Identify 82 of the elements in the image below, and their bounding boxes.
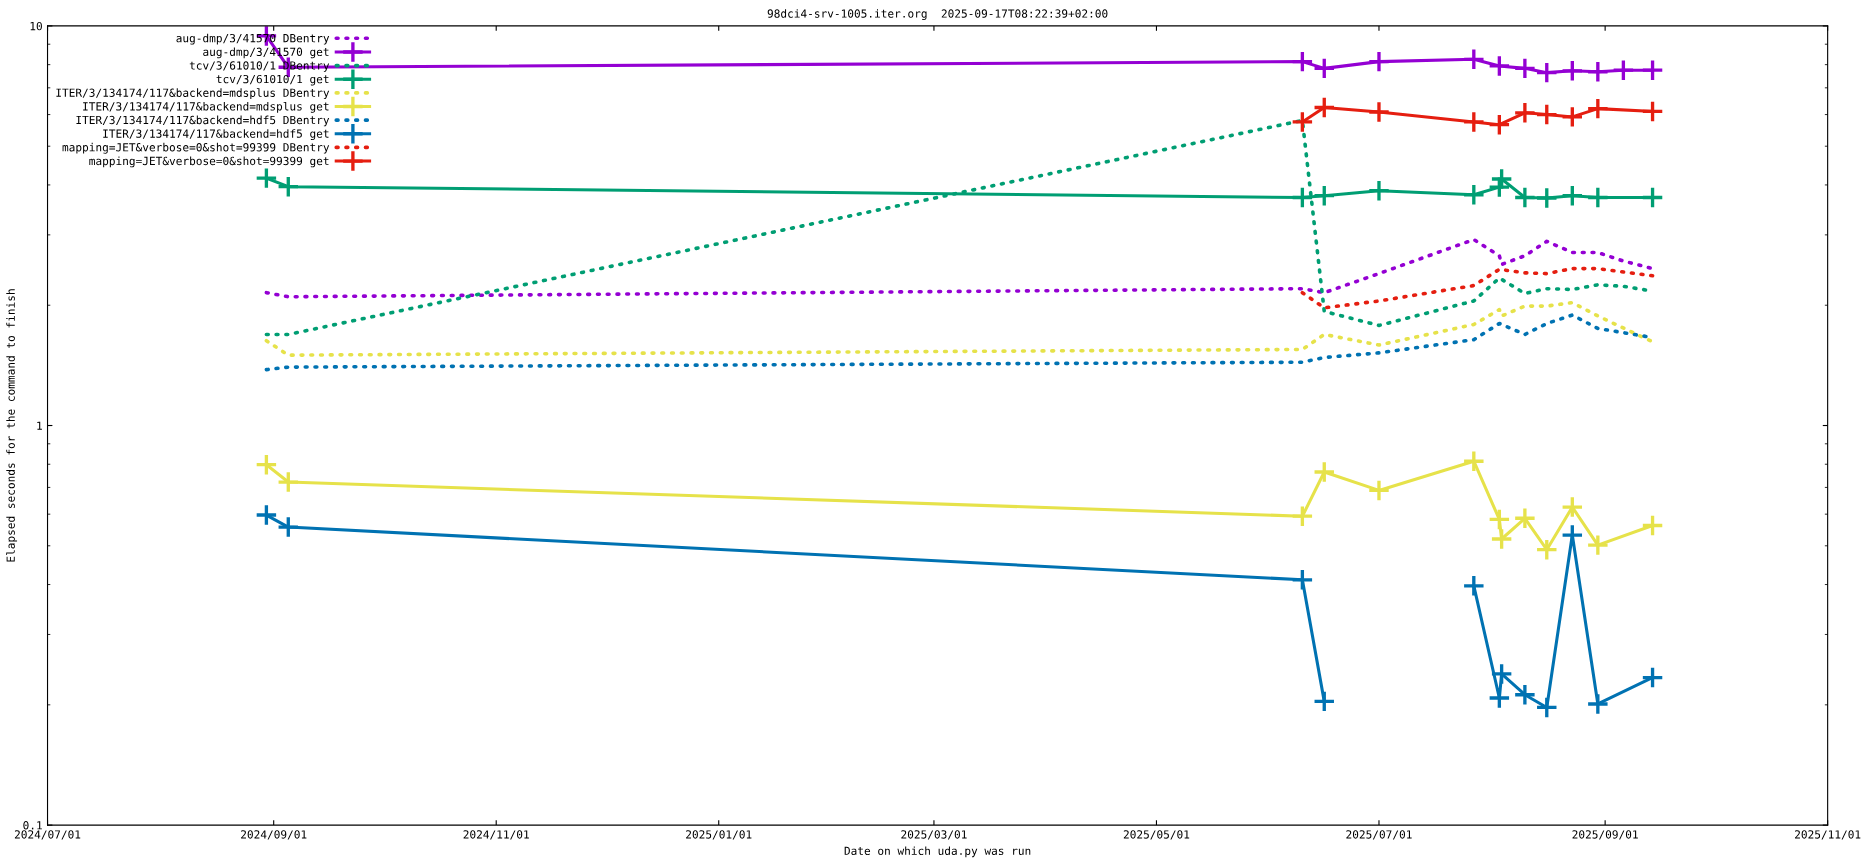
point xyxy=(276,515,300,539)
legend-label: mapping=JET&verbose=0&shot=99399 DBentry xyxy=(62,142,330,154)
x-tick-label: 2024/11/01 xyxy=(463,830,529,840)
point xyxy=(1312,460,1336,484)
point xyxy=(1586,97,1610,120)
point xyxy=(1586,60,1610,84)
legend-label: ITER/3/134174/117&backend=hdf5 get xyxy=(103,129,329,141)
line-series xyxy=(1300,266,1655,310)
point xyxy=(1641,666,1664,689)
point xyxy=(1513,101,1537,125)
point xyxy=(1367,179,1391,203)
point xyxy=(1312,184,1336,208)
x-tick-label: 2025/01/01 xyxy=(686,830,752,840)
point xyxy=(1535,103,1559,126)
point xyxy=(1641,58,1664,82)
point xyxy=(1641,186,1664,209)
point xyxy=(1367,100,1391,124)
point xyxy=(1513,186,1537,209)
point xyxy=(1312,96,1336,119)
point xyxy=(1586,533,1610,557)
point xyxy=(1490,527,1514,551)
point xyxy=(1535,538,1559,562)
line-series xyxy=(264,237,1655,299)
x-tick-label: 2024/07/01 xyxy=(14,830,81,840)
legend-label: ITER/3/134174/117&backend=mdsplus get xyxy=(83,101,329,113)
point xyxy=(1312,690,1336,713)
point xyxy=(1487,508,1511,531)
point xyxy=(1462,574,1486,598)
point xyxy=(1290,568,1314,592)
y-tick-label: 0.1 xyxy=(23,821,42,830)
point xyxy=(1560,184,1584,208)
y-tick-label: 10 xyxy=(30,21,42,31)
x-tick-label: 2025/05/01 xyxy=(1123,830,1190,840)
point xyxy=(1462,449,1486,473)
point xyxy=(1487,686,1511,710)
point xyxy=(1462,47,1486,71)
point xyxy=(255,453,278,477)
legend-label: ITER/3/134174/117&backend=hdf5 DBentry xyxy=(76,115,330,127)
point xyxy=(1560,495,1584,519)
point xyxy=(1290,504,1314,528)
point xyxy=(1535,696,1559,719)
legend-label: tcv/3/61010/1 get xyxy=(216,74,329,86)
x-tick-label: 2024/09/01 xyxy=(241,830,307,840)
point xyxy=(1641,100,1664,123)
point xyxy=(1290,50,1314,74)
point xyxy=(255,166,278,190)
point xyxy=(1513,683,1537,707)
point xyxy=(1586,186,1610,209)
point xyxy=(1367,479,1391,502)
legend-label: mapping=JET&verbose=0&shot=99399 get xyxy=(89,156,329,168)
point xyxy=(276,175,300,199)
legend-label: ITER/3/134174/117&backend=mdsplus DBentry xyxy=(56,88,330,100)
point xyxy=(1513,506,1537,530)
point xyxy=(1535,61,1559,85)
x-tick-label: 2025/09/01 xyxy=(1572,830,1638,840)
point xyxy=(1462,110,1486,134)
point xyxy=(1290,186,1314,209)
point xyxy=(1490,167,1514,191)
point xyxy=(1586,692,1610,716)
point xyxy=(276,470,300,494)
x-tick-label: 2025/07/01 xyxy=(1346,830,1412,840)
y-axis-title: Elapsed seconds for the command to finish xyxy=(6,289,18,562)
point xyxy=(1611,58,1635,82)
x-axis-title: Date on which uda.py was run xyxy=(844,846,1031,858)
point xyxy=(1560,105,1584,129)
point xyxy=(1367,50,1391,74)
point xyxy=(1462,183,1486,207)
point xyxy=(1513,56,1537,80)
point xyxy=(1312,56,1336,80)
point xyxy=(1641,514,1664,537)
point xyxy=(1487,54,1511,78)
point xyxy=(1560,59,1584,83)
point xyxy=(1490,662,1514,686)
line-series xyxy=(264,300,1655,357)
point xyxy=(1290,110,1314,134)
chart-title: 98dci4-srv-1005.iter.org 2025-09-17T08:22:39+02:00 xyxy=(767,9,1108,20)
point xyxy=(1535,186,1559,210)
point xyxy=(1487,113,1511,137)
y-tick-label: 1 xyxy=(37,421,42,430)
x-tick-label: 2025/03/01 xyxy=(901,830,967,840)
x-tick-label: 2025/11/01 xyxy=(1795,830,1861,840)
point xyxy=(255,503,278,527)
